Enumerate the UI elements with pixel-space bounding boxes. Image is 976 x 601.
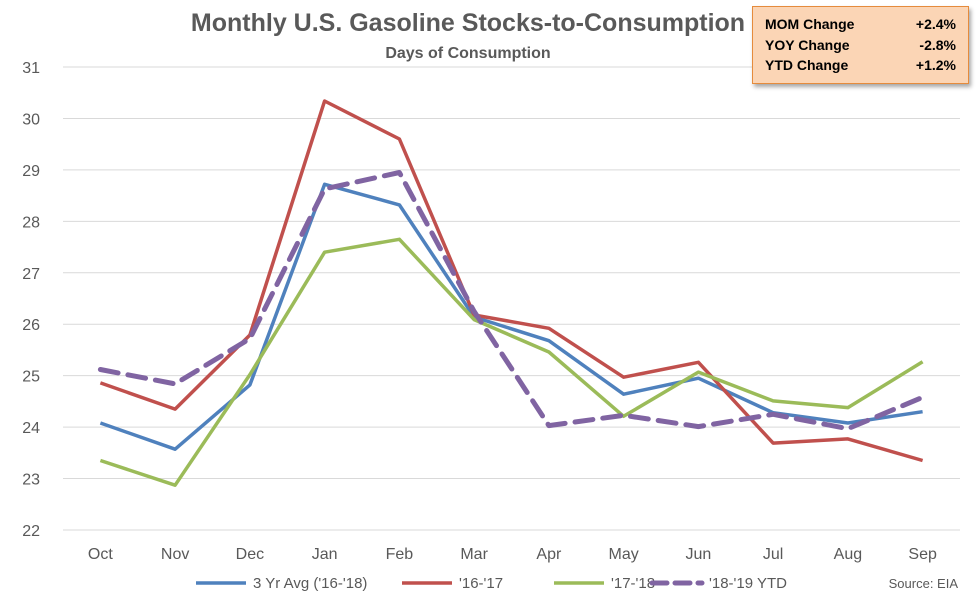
y-tick-label: 27 — [22, 266, 40, 283]
y-tick-label: 24 — [22, 420, 40, 437]
source-annotation: Source: EIA — [889, 576, 959, 591]
stat-row-ytd: YTD Change +1.2% — [765, 55, 956, 76]
series-line-3 — [97, 170, 926, 432]
stat-row-yoy: YOY Change -2.8% — [765, 35, 956, 56]
y-axis: 22 23 24 25 26 27 28 29 30 31 — [22, 60, 40, 540]
y-tick-label: 23 — [22, 472, 40, 489]
y-tick-label: 25 — [22, 369, 40, 386]
y-tick-label: 22 — [22, 523, 40, 540]
stat-value: -2.8% — [919, 36, 956, 53]
series-lines — [97, 99, 926, 487]
x-axis: Oct Nov Dec Jan Feb Mar Apr May Jun Jul Aug Sep — [88, 546, 937, 563]
x-tick-label: Feb — [386, 546, 414, 563]
legend-label: '18-'19 YTD — [709, 575, 787, 592]
x-tick-label: Dec — [236, 546, 264, 563]
chart-title: Monthly U.S. Gasoline Stocks-to-Consumpt… — [191, 9, 745, 37]
y-tick-label: 30 — [22, 111, 40, 128]
legend-label: '16-'17 — [459, 575, 503, 592]
stat-label: YTD Change — [765, 57, 849, 73]
y-tick-label: 28 — [22, 214, 40, 231]
stat-label: YOY Change — [765, 36, 850, 53]
gridlines — [63, 66, 960, 531]
x-tick-label: Sep — [908, 546, 937, 563]
x-tick-label: Jun — [685, 546, 711, 563]
legend-label: '17-'18 — [611, 575, 655, 592]
x-tick-label: Oct — [88, 546, 113, 563]
x-tick-label: May — [609, 546, 639, 563]
y-tick-label: 29 — [22, 163, 40, 180]
y-tick-label: 31 — [22, 60, 40, 77]
series-line-0 — [99, 182, 923, 451]
chart-subtitle: Days of Consumption — [385, 45, 550, 62]
stat-value: +1.2% — [915, 57, 956, 73]
legend: 3 Yr Avg ('16-'18) '16-'17 '17-'18 '18-'19 … — [196, 575, 787, 592]
x-tick-label: Apr — [536, 546, 562, 563]
stat-row-mom: MOM Change +2.4% — [765, 14, 956, 35]
stat-label: MOM Change — [765, 16, 855, 32]
y-tick-label: 26 — [22, 317, 40, 334]
x-tick-label: Jul — [763, 546, 783, 563]
x-tick-label: Mar — [460, 546, 488, 563]
stat-value: +2.4% — [915, 16, 956, 32]
series-line-2 — [99, 237, 924, 487]
x-tick-label: Nov — [161, 546, 189, 563]
x-tick-label: Aug — [834, 546, 862, 563]
change-stats-box: MOM Change +2.4% YOY Change -2.8% YTD Ch… — [752, 6, 969, 84]
legend-label: 3 Yr Avg ('16-'18) — [253, 575, 367, 592]
x-tick-label: Jan — [312, 546, 338, 563]
